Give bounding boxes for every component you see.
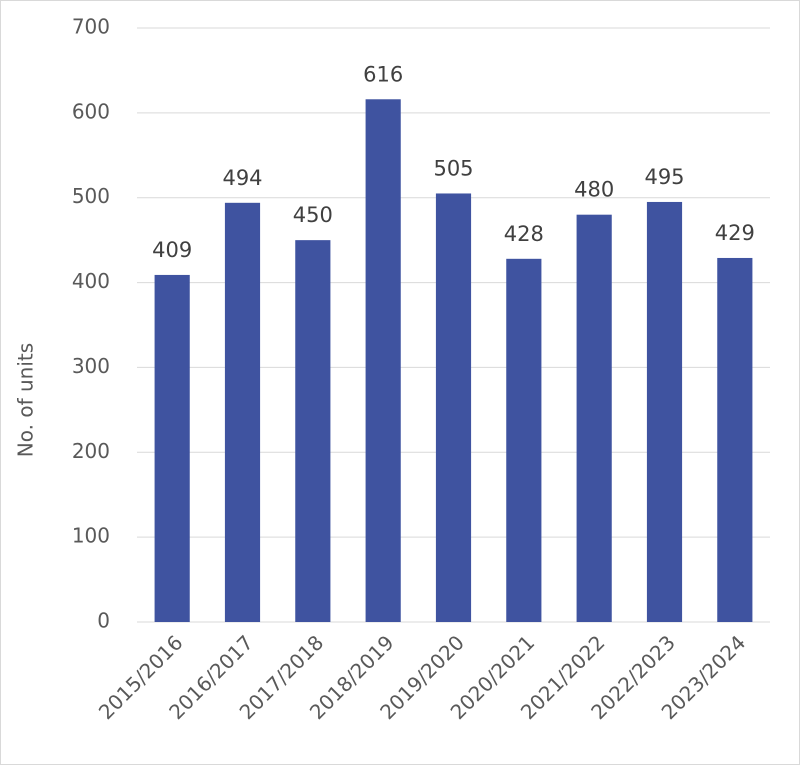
bar [506, 258, 542, 622]
data-label: 505 [433, 156, 473, 180]
bar [295, 240, 331, 622]
bar [154, 274, 190, 622]
data-label: 616 [363, 62, 403, 86]
y-tick-label: 300 [72, 354, 110, 378]
data-label: 429 [715, 221, 755, 245]
y-tick-label: 700 [72, 15, 110, 39]
bar [224, 202, 261, 622]
y-axis-label: No. of units [14, 343, 38, 457]
data-label: 494 [222, 166, 262, 190]
data-label: 450 [293, 203, 333, 227]
y-tick-label: 100 [72, 524, 110, 548]
bar [435, 193, 472, 622]
bar [576, 214, 612, 622]
bar [646, 201, 683, 622]
data-label: 428 [504, 222, 544, 246]
data-label: 495 [644, 165, 684, 189]
data-label: 480 [574, 178, 614, 202]
y-tick-label: 0 [97, 609, 110, 633]
y-tick-label: 600 [72, 99, 110, 123]
data-label: 409 [152, 238, 192, 262]
bar [365, 99, 401, 622]
bar [717, 257, 753, 622]
y-tick-label: 500 [72, 184, 110, 208]
y-tick-label: 400 [72, 269, 110, 293]
y-tick-label: 200 [72, 439, 110, 463]
